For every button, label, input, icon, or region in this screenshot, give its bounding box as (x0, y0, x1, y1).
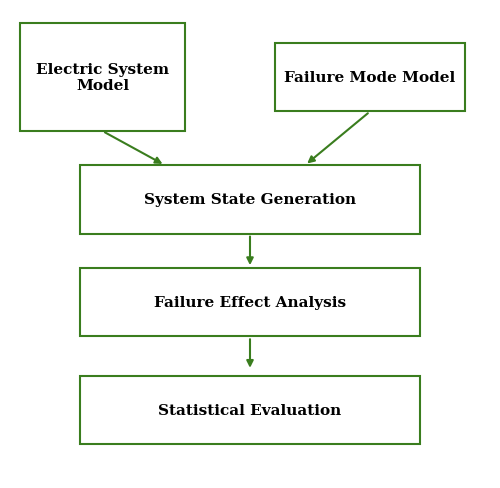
Text: System State Generation: System State Generation (144, 193, 356, 207)
FancyBboxPatch shape (80, 166, 420, 234)
Text: Statistical Evaluation: Statistical Evaluation (158, 403, 342, 417)
FancyBboxPatch shape (80, 376, 420, 444)
Text: Electric System
Model: Electric System Model (36, 63, 169, 93)
FancyBboxPatch shape (20, 24, 185, 132)
FancyBboxPatch shape (275, 44, 465, 112)
FancyBboxPatch shape (80, 268, 420, 337)
Text: Failure Effect Analysis: Failure Effect Analysis (154, 296, 346, 309)
Text: Failure Mode Model: Failure Mode Model (284, 71, 456, 85)
